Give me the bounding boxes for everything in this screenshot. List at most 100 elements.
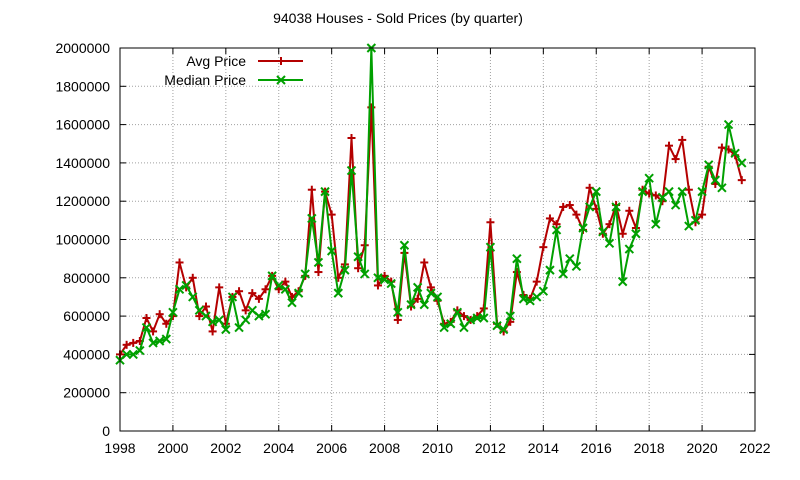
x-tick-label: 2000 — [157, 440, 188, 456]
legend: Avg Price Median Price — [164, 53, 303, 88]
data-point-median-price — [465, 315, 476, 325]
data-point-avg-price — [122, 340, 131, 349]
data-point-median-price — [545, 265, 555, 275]
data-point-avg-price — [307, 185, 316, 194]
data-point-median-price — [737, 158, 747, 168]
series-line-avg-price — [119, 106, 743, 355]
data-point-median-price — [637, 186, 648, 197]
data-point-median-price — [598, 227, 608, 237]
plot-frame — [119, 47, 756, 432]
y-tick-label: 600000 — [63, 308, 110, 324]
data-point-median-price — [651, 219, 661, 229]
data-point-avg-price — [625, 206, 634, 215]
data-point-median-price — [168, 307, 178, 317]
data-point-median-price — [492, 320, 502, 331]
data-point-median-price — [320, 186, 330, 197]
data-point-median-price — [452, 307, 463, 317]
data-point-median-price — [624, 244, 635, 254]
legend-marker-median — [276, 75, 286, 85]
data-point-median-price — [690, 215, 701, 226]
data-point-avg-price — [235, 287, 244, 296]
data-point-avg-price — [155, 310, 164, 319]
data-point-median-price — [353, 252, 363, 262]
data-point-median-price — [326, 246, 337, 256]
data-point-median-price — [512, 253, 522, 264]
y-tick-label: 2000000 — [55, 40, 110, 56]
data-point-median-price — [703, 160, 714, 170]
data-point-median-price — [234, 322, 244, 333]
series-line-median-price — [119, 47, 743, 361]
data-point-median-price — [551, 225, 562, 235]
x-tick-label: 2020 — [687, 440, 718, 456]
data-point-median-price — [207, 317, 218, 327]
data-point-median-price — [287, 297, 297, 308]
data-point-avg-price — [162, 319, 171, 328]
series-layer — [115, 43, 747, 365]
data-point-median-price — [227, 292, 238, 302]
y-tick-label: 1800000 — [55, 78, 110, 94]
data-point-median-price — [479, 313, 489, 323]
data-point-median-price — [439, 322, 449, 333]
data-point-avg-price — [572, 210, 581, 219]
legend-marker-shape — [277, 57, 285, 65]
data-point-median-price — [161, 334, 172, 344]
data-point-median-price — [591, 186, 601, 197]
data-point-median-price — [254, 311, 264, 321]
data-point-avg-price — [678, 135, 687, 144]
y-tick-label: 0 — [102, 423, 110, 439]
data-point-median-price — [558, 269, 568, 279]
x-tick-label: 2008 — [369, 440, 400, 456]
data-point-avg-price — [651, 191, 660, 200]
data-point-median-price — [154, 336, 165, 346]
y-tick-label: 1200000 — [55, 193, 110, 209]
data-point-median-price — [406, 299, 416, 310]
data-point-avg-price — [413, 294, 422, 303]
data-point-median-price — [525, 296, 535, 306]
data-point-avg-price — [241, 306, 250, 315]
data-point-median-price — [148, 338, 158, 348]
data-point-median-price — [670, 200, 681, 210]
data-point-median-price — [333, 288, 343, 298]
data-point-avg-price — [354, 264, 363, 273]
data-point-median-price — [293, 288, 304, 298]
data-point-median-price — [274, 280, 284, 291]
data-point-median-price — [340, 265, 350, 275]
data-point-avg-price — [314, 268, 323, 277]
grid — [120, 48, 755, 431]
data-point-median-price — [346, 165, 357, 176]
data-point-avg-price — [486, 218, 495, 227]
data-point-avg-price — [261, 285, 270, 294]
data-point-median-price — [360, 269, 370, 279]
data-point-median-price — [723, 119, 734, 130]
data-point-avg-price — [565, 201, 574, 210]
series-median-price — [115, 43, 747, 365]
data-point-avg-price — [393, 315, 402, 324]
data-point-median-price — [188, 292, 198, 302]
data-point-avg-price — [373, 281, 382, 290]
data-point-median-price — [307, 213, 317, 224]
legend-label-avg: Avg Price — [186, 53, 246, 69]
data-point-avg-price — [532, 277, 541, 286]
data-point-median-price — [618, 276, 628, 287]
y-tick-label: 1600000 — [55, 117, 110, 133]
data-point-avg-price — [698, 210, 707, 219]
data-point-avg-price — [684, 185, 693, 194]
data-point-median-price — [538, 286, 549, 296]
data-point-avg-price — [420, 258, 429, 267]
x-tick-label: 2016 — [581, 440, 612, 456]
data-point-median-price — [426, 288, 436, 298]
data-point-median-price — [710, 175, 721, 185]
legend-marker-shape — [276, 75, 286, 85]
data-point-median-price — [379, 275, 390, 285]
data-point-avg-price — [254, 294, 263, 303]
data-point-avg-price — [539, 243, 548, 252]
data-point-median-price — [518, 294, 529, 304]
data-point-median-price — [664, 186, 674, 197]
x-tick-label: 2006 — [316, 440, 347, 456]
data-point-median-price — [181, 280, 191, 291]
data-point-median-price — [280, 284, 291, 294]
y-tick-label: 200000 — [63, 385, 110, 401]
x-tick-label: 1998 — [104, 440, 135, 456]
data-point-median-price — [300, 269, 310, 279]
